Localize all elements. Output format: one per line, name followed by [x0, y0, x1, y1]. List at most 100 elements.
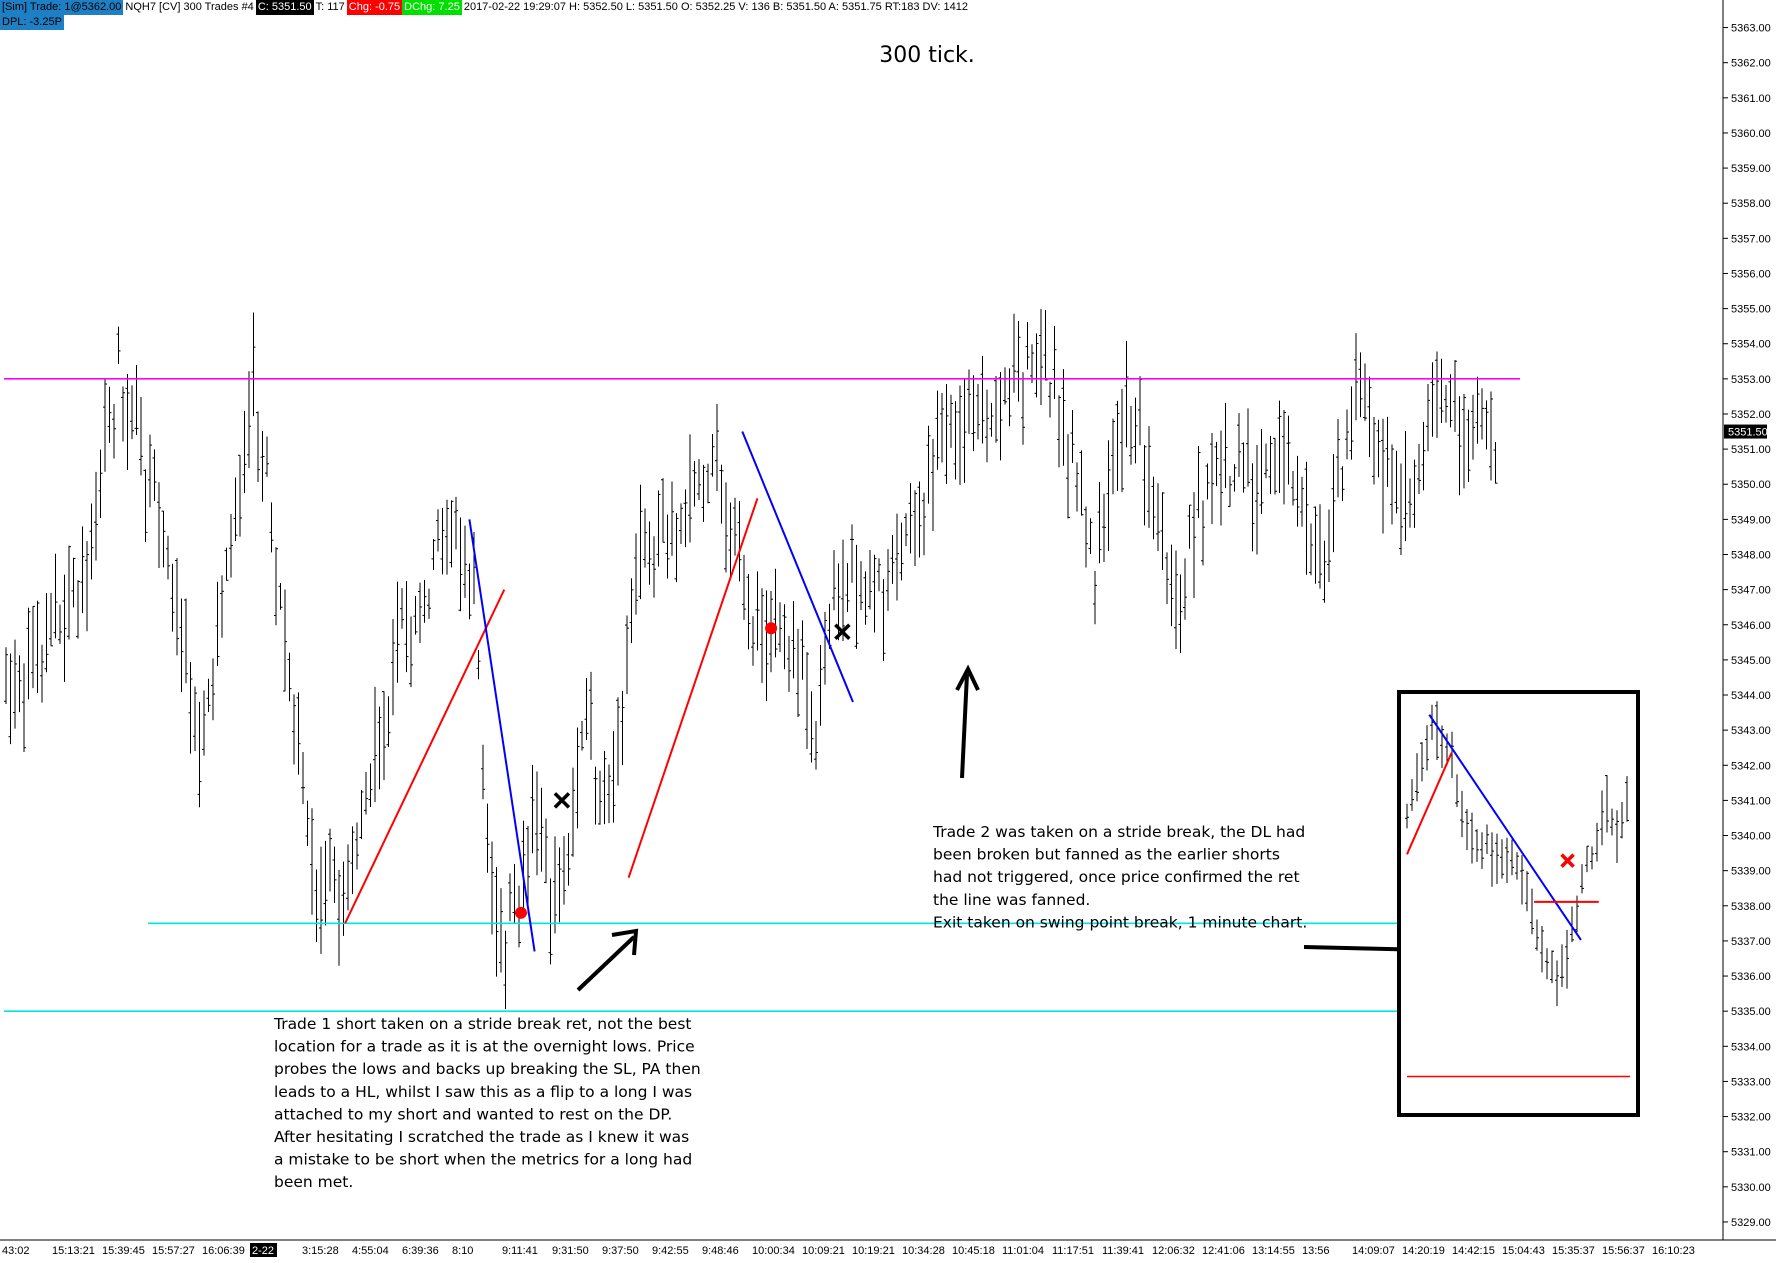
ohlc-bar [211, 658, 215, 721]
x-tick-label: 16:06:39 [202, 1245, 245, 1257]
ohlc-bar [1345, 409, 1349, 460]
ohlc-bar [4, 647, 8, 704]
ohlc-bar [1250, 463, 1255, 552]
ohlc-bar [1480, 388, 1484, 440]
ohlc-bar [656, 490, 661, 567]
ohlc-bar [1430, 362, 1435, 437]
inset-bar [1480, 832, 1484, 869]
x-tick-label: 13:56 [1302, 1245, 1330, 1257]
ohlc-bar [872, 554, 877, 633]
x-tick-label: 9:42:55 [652, 1245, 689, 1257]
ohlc-bar [359, 789, 364, 840]
ohlc-bar [1390, 444, 1394, 525]
ohlc-bar [1147, 426, 1151, 528]
ohlc-bar [1061, 369, 1066, 466]
inset-trendline-red [1406, 752, 1453, 855]
ohlc-bar [1336, 418, 1340, 498]
ohlc-bar [1093, 570, 1097, 625]
inset-bar [1470, 812, 1474, 864]
ohlc-bar [445, 499, 449, 575]
ohlc-bar [404, 581, 409, 673]
x-tick-label: 13:14:55 [1252, 1245, 1295, 1257]
y-tick-label: 5342.00 [1731, 760, 1771, 772]
svg-text:2-22: 2-22 [252, 1245, 274, 1257]
y-tick-label: 5357.00 [1731, 233, 1771, 245]
inset-bar [1560, 944, 1564, 987]
ohlc-bar [1493, 441, 1498, 484]
ohlc-bar [269, 502, 274, 553]
ohlc-bar [850, 524, 854, 583]
ohlc-bar [76, 580, 80, 639]
inset-bar [1455, 774, 1459, 808]
ohlc-bar [710, 434, 715, 477]
ohlc-bar [175, 558, 179, 656]
ohlc-bar [908, 483, 913, 554]
ohlc-bar [355, 822, 359, 870]
ohlc-bar [665, 514, 670, 579]
y-tick-label: 5344.00 [1731, 690, 1771, 702]
sim-trade-label[interactable]: [Sim] Trade: 1@5362.00 [0, 0, 124, 15]
ohlc-bar [755, 571, 760, 651]
y-tick-label: 5343.00 [1731, 725, 1771, 737]
ohlc-bar [296, 692, 301, 775]
ohlc-bar [701, 464, 706, 522]
y-tick-label: 5348.00 [1731, 549, 1771, 561]
ohlc-bar [841, 539, 845, 642]
ohlc-bar [143, 469, 148, 543]
ohlc-bar [868, 550, 872, 610]
ohlc-bar [323, 840, 328, 926]
ohlc-bar [1043, 310, 1048, 381]
ohlc-bar [382, 691, 386, 781]
y-tick-label: 5334.00 [1731, 1041, 1771, 1053]
trade1-annotation: Trade 1 short taken on a stride break re… [273, 1015, 701, 1191]
ohlc-bar [953, 401, 958, 480]
ohlc-bar [980, 355, 985, 444]
y-tick-label: 5353.00 [1731, 374, 1771, 386]
ohlc-bar [287, 652, 292, 702]
ohlc-bar [1412, 459, 1417, 528]
ohlc-bar [733, 497, 737, 556]
ohlc-bar [148, 434, 152, 508]
y-tick-label: 5361.00 [1731, 93, 1771, 105]
ohlc-bar [926, 425, 931, 504]
ohlc-bar [1012, 313, 1016, 393]
ohlc-bar [607, 764, 611, 824]
x-tick-label: 14:20:19 [1402, 1245, 1445, 1257]
y-tick-label: 5341.00 [1731, 795, 1771, 807]
ohlc-bar [40, 644, 44, 703]
ohlc-bar [526, 826, 530, 914]
inset-bar [1490, 832, 1494, 887]
ohlc-bar [1210, 432, 1214, 525]
annotation-line: had not triggered, once price confirmed … [933, 868, 1300, 886]
ohlc-bar [1399, 463, 1403, 556]
ohlc-bar [125, 374, 130, 470]
ohlc-bar [53, 553, 58, 639]
ohlc-bar [422, 579, 427, 623]
ohlc-bar [1201, 500, 1205, 566]
ohlc-bar [985, 389, 989, 463]
y-tick-label: 5362.00 [1731, 58, 1771, 70]
y-tick-label: 5356.00 [1731, 268, 1771, 280]
ohlc-bar [899, 522, 904, 581]
ohlc-bar [166, 535, 170, 580]
ohlc-bar [1169, 544, 1174, 627]
inset-bar [1410, 779, 1414, 811]
ohlc-bar [611, 731, 616, 823]
inset-bar [1405, 803, 1409, 829]
inset-bar [1525, 871, 1529, 912]
ohlc-bar [1291, 470, 1295, 506]
inset-bar [1545, 948, 1549, 980]
ohlc-bar [575, 727, 580, 829]
ohlc-bar [1129, 406, 1133, 465]
ohlc-bar [458, 517, 463, 612]
x-tick-label: 9:48:46 [702, 1245, 739, 1257]
annotation-line: Trade 2 was taken on a stride break, the… [932, 823, 1305, 841]
inset-bar [1535, 919, 1539, 951]
ohlc-bar [170, 563, 175, 632]
ohlc-bar [481, 744, 485, 800]
ohlc-bar [670, 481, 674, 556]
ohlc-bar [58, 604, 62, 644]
exit-x-marker [553, 792, 571, 809]
